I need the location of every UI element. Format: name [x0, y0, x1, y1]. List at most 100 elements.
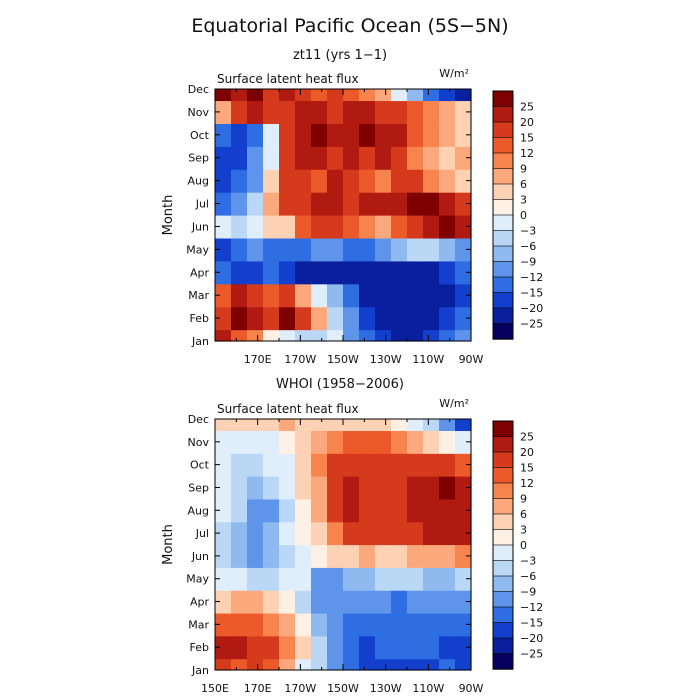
heatmap-cell [327, 306, 344, 331]
heatmap-cell [359, 612, 376, 637]
heatmap-cell [423, 100, 440, 124]
heatmap-cell [311, 283, 328, 308]
y-tick-label: Mar [188, 618, 209, 631]
colorbar-swatch [492, 106, 514, 123]
heatmap-cell [279, 306, 296, 331]
heatmap-cell [231, 476, 248, 500]
colorbar-label: −20 [520, 302, 543, 315]
heatmap-cell [247, 329, 264, 342]
heatmap-cell [359, 283, 376, 308]
heatmap-cell [231, 260, 248, 285]
heatmap-cell [423, 306, 440, 331]
heatmap-cell [215, 100, 232, 124]
heatmap-cell [263, 521, 280, 546]
heatmap-cell [343, 635, 360, 660]
colorbar-label: −3 [520, 555, 536, 568]
colorbar-frame [492, 90, 514, 340]
heatmap-cell [279, 89, 296, 102]
heatmap-cell [343, 123, 360, 147]
colorbar-label: 15 [520, 462, 534, 475]
heatmap-cell [231, 169, 248, 193]
heatmap-cell [375, 192, 392, 216]
heatmap-cell [311, 169, 328, 193]
colorbar-swatch [492, 307, 514, 325]
heatmap-cell [295, 612, 312, 637]
heatmap-cell [455, 658, 472, 671]
heatmap-cell [423, 635, 440, 660]
colorbar-label: −25 [520, 318, 543, 331]
heatmap-cell [295, 329, 312, 342]
colorbar-label: 12 [520, 147, 534, 160]
heatmap-cell [343, 215, 360, 239]
heatmap-cell [359, 215, 376, 239]
heatmap-cell [343, 283, 360, 308]
x-tick-label: 170W [284, 353, 316, 366]
heatmap-cell [391, 215, 408, 239]
heatmap-cell [215, 89, 232, 102]
heatmap-cell [375, 544, 392, 568]
figure-title: Equatorial Pacific Ocean (5S−5N) [191, 15, 508, 37]
y-tick-label: Mar [188, 289, 209, 302]
heatmap-cell [231, 453, 248, 477]
heatmap-cell [295, 146, 312, 170]
heatmap-cell [263, 567, 280, 591]
heatmap-cell [375, 260, 392, 285]
heatmap-cell [439, 283, 456, 308]
heatmap-cell [391, 89, 408, 102]
heatmap-cell [263, 283, 280, 308]
panel-subtitle: zt11 (yrs 1−1) [293, 48, 387, 63]
heatmap-cell [359, 658, 376, 671]
heatmap-cell [375, 283, 392, 308]
heatmap-cell [391, 521, 408, 546]
heatmap-cell [391, 237, 408, 262]
heatmap-cell [215, 658, 232, 671]
heatmap-cell [279, 192, 296, 216]
heatmap-cell [407, 544, 424, 568]
y-tick-label: Oct [190, 459, 210, 472]
heatmap-cell [423, 521, 440, 546]
heatmap-cell [311, 100, 328, 124]
colorbar-label: −6 [520, 240, 536, 253]
x-tick-label: 150W [327, 353, 359, 366]
heatmap-cell [455, 476, 472, 500]
heatmap-cell [439, 260, 456, 285]
heatmap-cell [311, 123, 328, 147]
heatmap-cell [343, 329, 360, 342]
heatmap-cell [295, 215, 312, 239]
heatmap-cell [215, 192, 232, 216]
heatmap-cell [263, 590, 280, 614]
heatmap-cell [391, 169, 408, 193]
heatmap-cell [407, 146, 424, 170]
y-tick-label: Dec [188, 83, 209, 96]
heatmap-cell [407, 192, 424, 216]
y-tick-label: Feb [190, 312, 209, 325]
heatmap-cell [407, 123, 424, 147]
heatmap-cell [439, 544, 456, 568]
colorbar-swatch [492, 90, 514, 108]
colorbar-label: −12 [520, 601, 543, 614]
x-tick-label: 170W [284, 682, 316, 695]
heatmap-cell [359, 260, 376, 285]
heatmap-cell [215, 498, 232, 523]
heatmap-cell [327, 567, 344, 591]
heatmap-cell [439, 476, 456, 500]
heatmap-cell [359, 453, 376, 477]
colorbar-swatch [492, 261, 514, 278]
x-tick-label: 110W [412, 353, 444, 366]
heatmap-cell [295, 498, 312, 523]
heatmap-cell [311, 192, 328, 216]
heatmap-cell [263, 658, 280, 671]
heatmap-cell [423, 476, 440, 500]
heatmap-cell [439, 146, 456, 170]
heatmap-cell [439, 567, 456, 591]
y-tick-label: Apr [190, 596, 210, 609]
x-tick-label: 130W [370, 682, 402, 695]
heatmap-cell [455, 612, 472, 637]
heatmap-cell [311, 476, 328, 500]
heatmap-cell [343, 544, 360, 568]
heatmap-cell [263, 419, 280, 432]
heatmap-cell [343, 419, 360, 432]
colorbar-swatch [492, 498, 514, 515]
heatmap-cell [231, 658, 248, 671]
